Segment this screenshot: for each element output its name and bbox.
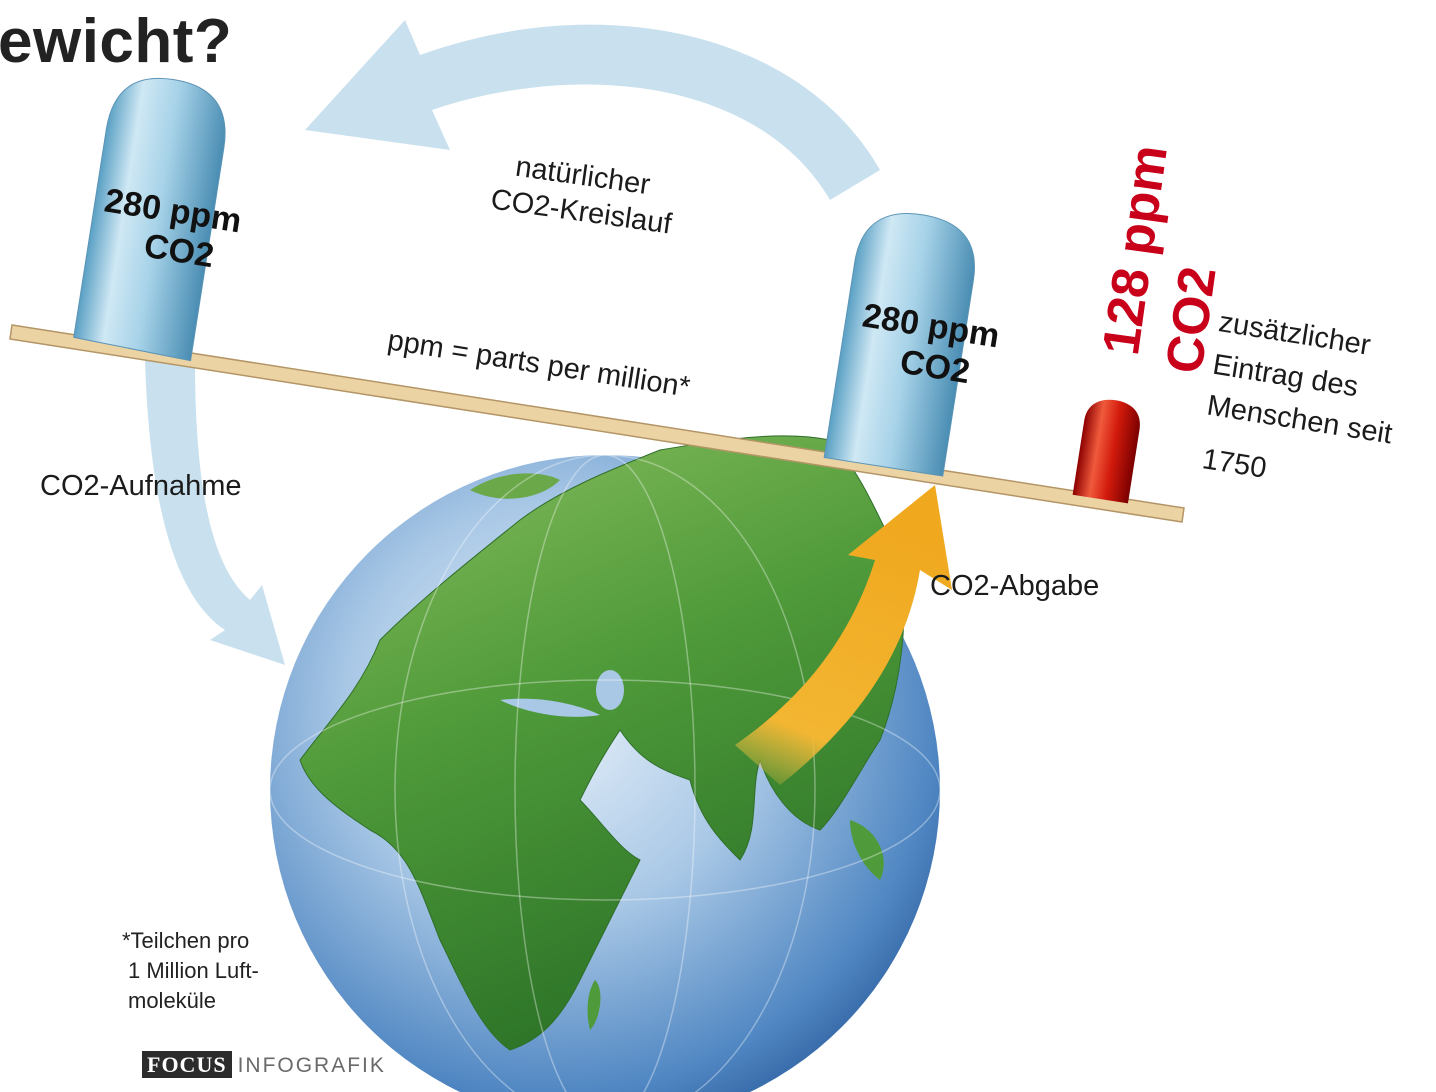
uptake-arrow [145,360,285,665]
footnote: *Teilchen pro 1 Million Luft- moleküle [122,926,302,1016]
page-title: ewicht? [0,7,233,76]
left-cylinder [73,77,226,362]
release-arrow [735,485,952,785]
credit-text: INFOGRAFIK [237,1054,386,1077]
focus-logo: FOCUS [142,1051,232,1078]
release-label: CO2-Abgabe [930,570,1100,602]
credit: FOCUS INFOGRAFIK [142,1051,386,1078]
uptake-label: CO2-Aufnahme [40,470,242,502]
cycle-arrow [305,20,880,200]
added-cylinder [1072,399,1140,504]
footnote-line2: 1 Million Luft- [128,958,259,983]
balance-beam [9,324,1185,523]
footnote-line3: moleküle [128,988,217,1013]
footnote-line1: *Teilchen pro [122,928,250,953]
globe [269,435,941,1092]
right-cylinder [823,213,975,477]
